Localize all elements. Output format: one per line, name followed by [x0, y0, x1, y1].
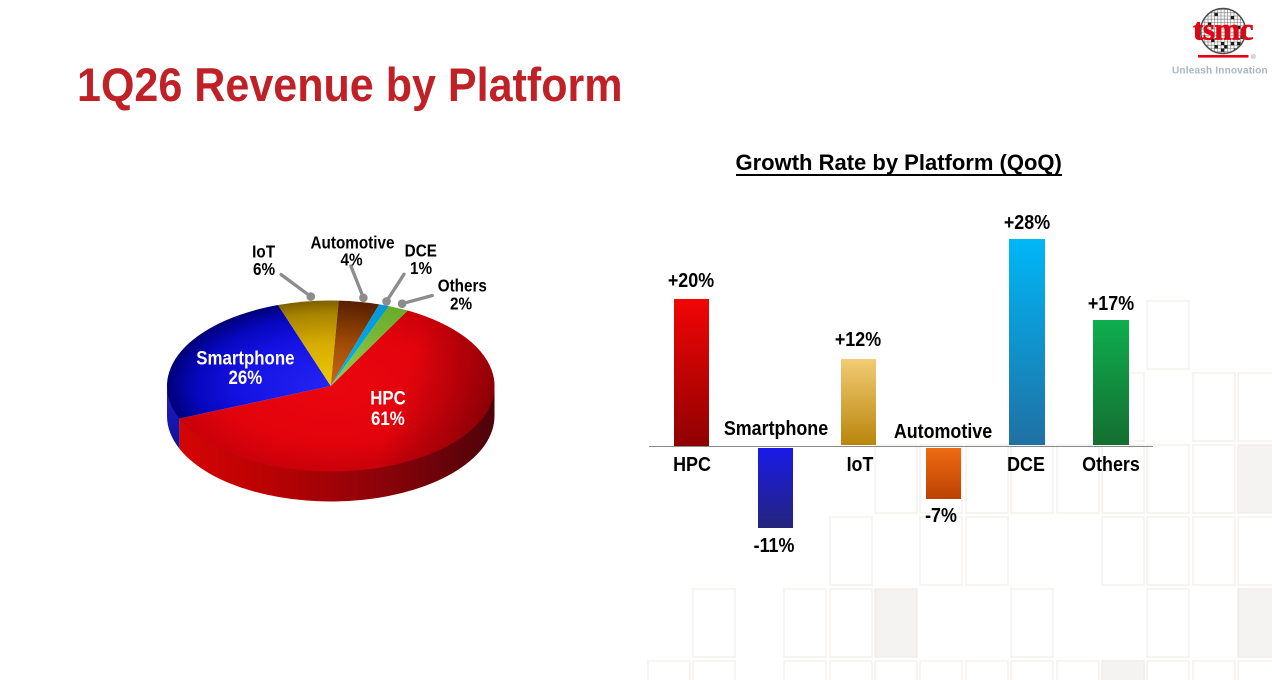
svg-text:61%: 61% [371, 408, 405, 429]
svg-text:tsmc: tsmc [1193, 12, 1253, 47]
svg-text:4%: 4% [340, 251, 362, 270]
svg-text:6%: 6% [253, 260, 275, 279]
svg-text:Unleash Innovation: Unleash Innovation [1172, 66, 1268, 77]
svg-text:DCE: DCE [405, 241, 437, 260]
svg-text:HPC: HPC [370, 388, 406, 409]
svg-text:26%: 26% [229, 367, 263, 388]
svg-text:Automotive: Automotive [311, 234, 395, 253]
svg-text:®: ® [1251, 53, 1256, 61]
svg-text:IoT: IoT [252, 243, 275, 262]
svg-text:Smartphone: Smartphone [196, 348, 294, 369]
svg-text:1%: 1% [410, 259, 432, 278]
svg-text:Others: Others [438, 277, 487, 296]
svg-text:2%: 2% [450, 294, 472, 313]
